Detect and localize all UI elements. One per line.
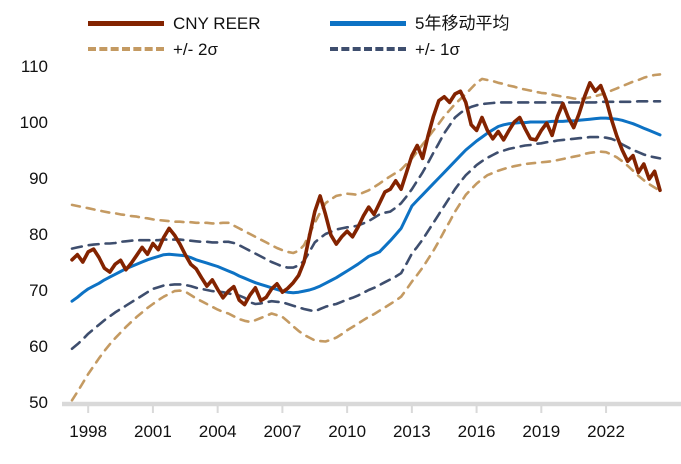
y-tick-label: 100 (20, 113, 48, 132)
legend-label-1-sigma: +/- 1σ (415, 39, 460, 59)
legend-swatch-1-sigma (330, 47, 406, 51)
y-tick-label: 80 (29, 225, 48, 244)
x-tick-label: 1998 (69, 422, 107, 441)
series-line-cny-reer (70, 81, 662, 307)
x-tick-label: 2007 (263, 422, 301, 441)
x-tick-label: 2004 (199, 422, 237, 441)
series-line--2-upper (70, 73, 662, 255)
y-tick-label: 70 (29, 281, 48, 300)
series-line--1-lower (70, 135, 662, 351)
y-tick-label: 50 (29, 393, 48, 412)
y-tick-label: 90 (29, 169, 48, 188)
legend-label-moving-average: 5年移动平均 (415, 13, 510, 33)
legend-label-2-sigma: +/- 2σ (173, 39, 218, 59)
legend-swatch-moving-average (330, 20, 406, 26)
x-tick-label: 2022 (587, 422, 625, 441)
legend-item-cny-reer: CNY REER (88, 15, 330, 32)
x-tick-label: 2001 (134, 422, 172, 441)
y-tick-label: 60 (29, 337, 48, 356)
legend: CNY REER 5年移动平均 +/- 2σ +/- 1σ (88, 10, 630, 62)
x-tick-label: 2013 (393, 422, 431, 441)
legend-swatch-2-sigma (88, 47, 164, 51)
legend-label-cny-reer: CNY REER (173, 13, 261, 33)
legend-item-moving-average: 5年移动平均 (330, 15, 630, 32)
x-tick-label: 2019 (522, 422, 560, 441)
legend-item-2-sigma: +/- 2σ (88, 41, 330, 58)
legend-item-1-sigma: +/- 1σ (330, 41, 630, 58)
series-line-5- (70, 116, 662, 303)
series-line--2-lower (70, 150, 662, 402)
legend-swatch-cny-reer (88, 20, 164, 26)
y-tick-label: 110 (21, 57, 48, 76)
x-tick-label: 2016 (458, 422, 496, 441)
x-tick-label: 2010 (328, 422, 366, 441)
